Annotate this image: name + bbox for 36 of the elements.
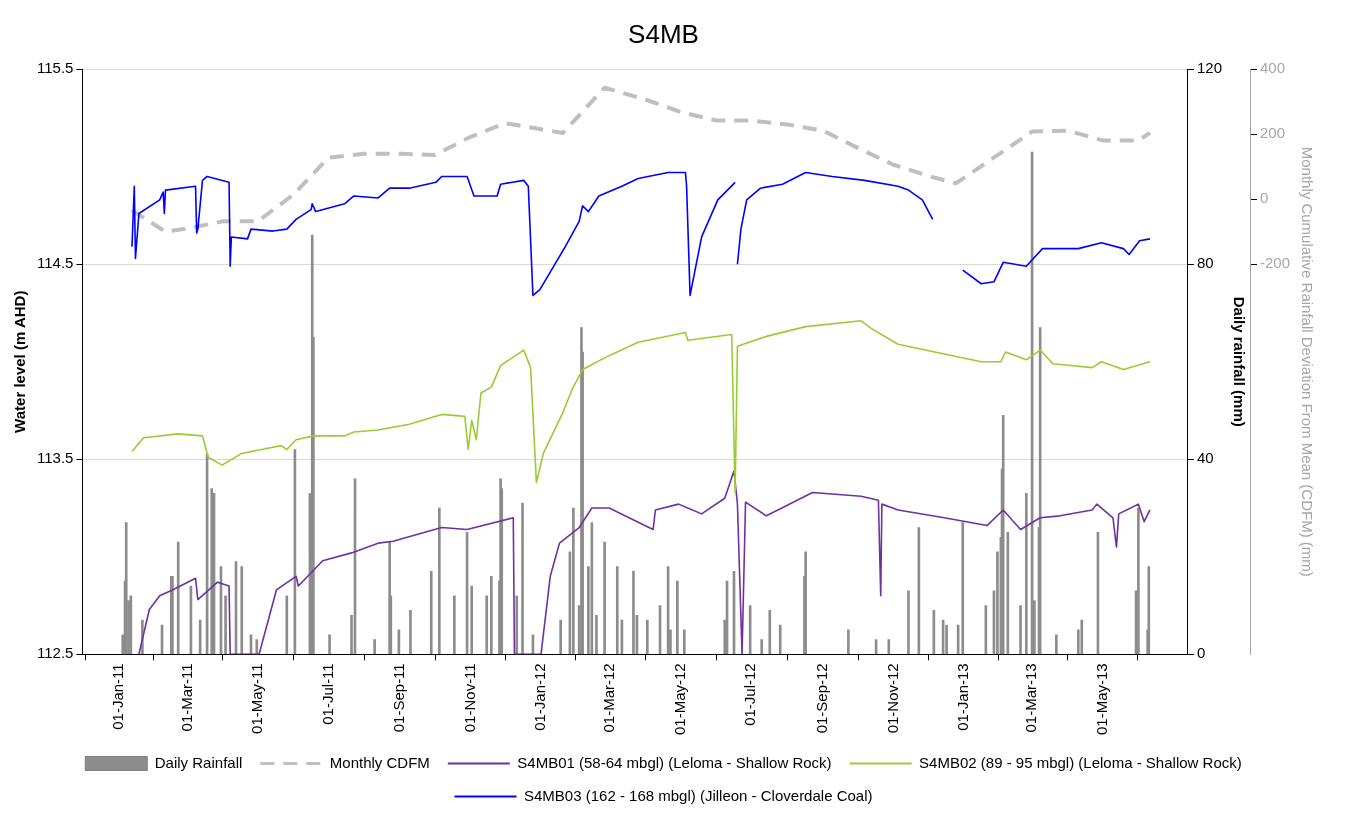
y-tick-label: 115.5 bbox=[36, 59, 74, 77]
y2-tick-label: 40 bbox=[1196, 449, 1214, 467]
y2-tick-label: 120 bbox=[1196, 59, 1222, 77]
x-tick-label: 01-May-12 bbox=[670, 663, 688, 736]
x-tick-label: 01-Jan-13 bbox=[954, 663, 972, 731]
y2-axis-title: Daily rainfall (mm) bbox=[1230, 296, 1248, 427]
x-tick-label: 01-Mar-13 bbox=[1022, 663, 1040, 733]
x-tick-label: 01-Sep-11 bbox=[390, 663, 408, 733]
x-tick-label: 01-Jul-11 bbox=[318, 663, 336, 725]
x-tick-label: 01-Nov-11 bbox=[460, 663, 478, 733]
legend-label: S4MB02 (89 - 95 mbgl) (Leloma - Shallow Rock) bbox=[919, 753, 1242, 771]
y3-axis-title: Monthly Cumulative Rainfall Deviation From Mean (CDFM) (mm) bbox=[1298, 146, 1316, 577]
legend-label: Daily Rainfall bbox=[154, 753, 243, 771]
y3-tick-label: 400 bbox=[1259, 59, 1286, 77]
y-tick-label: 114.5 bbox=[36, 254, 74, 272]
y3-tick-label: 0 bbox=[1259, 189, 1269, 207]
x-tick-label: 01-Jan-11 bbox=[109, 663, 127, 730]
x-tick-label: 01-Nov-12 bbox=[883, 663, 901, 734]
x-tick-label: 01-Jul-12 bbox=[741, 663, 759, 726]
x-tick-label: 01-Sep-12 bbox=[813, 663, 831, 734]
legend-label: S4MB01 (58-64 mbgl) (Leloma - Shallow Rock) bbox=[517, 753, 832, 771]
y-axis-title: Water level (m AHD) bbox=[11, 290, 29, 433]
legend-label: S4MB03 (162 - 168 mbgl) (Jilleon - Cloverdale Coal) bbox=[524, 786, 873, 804]
x-tick-label: 01-Jan-12 bbox=[531, 663, 549, 731]
y3-tick-label: 200 bbox=[1259, 124, 1286, 142]
y2-tick-label: 80 bbox=[1196, 254, 1214, 272]
y-tick-label: 113.5 bbox=[36, 449, 74, 467]
x-tick-label: 01-Mar-11 bbox=[177, 663, 195, 732]
y2-tick-label: 0 bbox=[1196, 644, 1206, 662]
y3-tick-label: -200 bbox=[1259, 254, 1291, 272]
x-tick-label: 01-May-11 bbox=[248, 663, 266, 734]
chart-title: S4MB bbox=[628, 18, 699, 49]
x-tick-label: 01-May-13 bbox=[1092, 663, 1110, 736]
legend-label: Monthly CDFM bbox=[329, 753, 430, 771]
x-tick-label: 01-Mar-12 bbox=[600, 663, 618, 733]
y-tick-label: 112.5 bbox=[36, 644, 74, 662]
